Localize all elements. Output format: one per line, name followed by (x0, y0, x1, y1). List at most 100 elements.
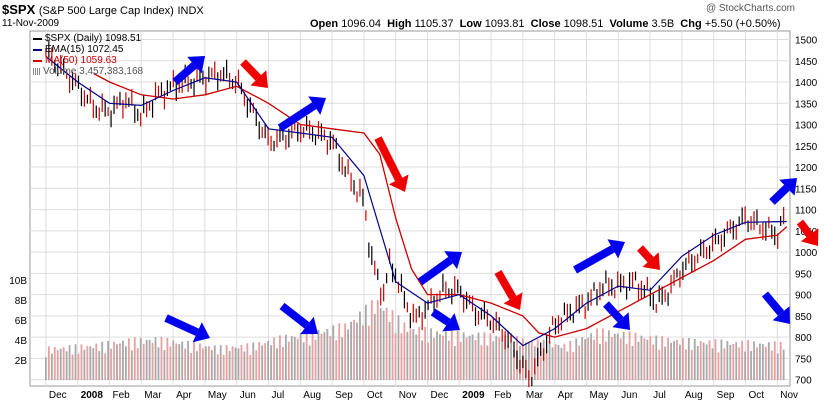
volume-bar (240, 344, 243, 380)
volume-bar (299, 332, 302, 380)
volume-bar (439, 334, 441, 380)
chart-header: $SPX (S&P 500 Large Cap Index) INDX @ St… (0, 0, 825, 30)
volume-bar (477, 332, 480, 380)
volume-bar (347, 329, 350, 380)
volume-bar (320, 333, 323, 380)
volume-bar (782, 349, 785, 380)
volume-bar (723, 348, 726, 380)
volume-bar (323, 332, 326, 380)
annotation-arrow-head (772, 306, 790, 324)
x-tick-label: Mar (144, 390, 162, 401)
annotation-arrow-shaft (769, 184, 790, 205)
volume-bar (104, 353, 107, 380)
volume-bar (184, 348, 187, 380)
annotation-arrow-shaft (172, 62, 198, 86)
volume-bar (693, 338, 696, 380)
volume-bar (613, 333, 616, 380)
volume-bar (551, 347, 554, 380)
x-tick-label: Nov (780, 390, 798, 401)
volume-bar (302, 342, 305, 380)
volume-bar (59, 348, 62, 380)
volume-bar (619, 338, 622, 380)
volume-bar (545, 350, 548, 380)
volume-bar (379, 308, 382, 380)
volume-bar (267, 340, 270, 380)
volume-bar (127, 338, 130, 380)
volume-bar (293, 336, 296, 380)
x-tick-label: Nov (399, 390, 417, 401)
volume-bar (616, 333, 619, 380)
volume-bar (119, 343, 121, 380)
volume-bar (468, 335, 471, 380)
price-tick-label: 1100 (795, 206, 817, 217)
watermark: @ StockCharts.com (705, 3, 795, 14)
volume-bar (720, 339, 723, 380)
annotation-arrow-head (607, 239, 625, 259)
volume-bar (442, 335, 444, 380)
volume-bar (74, 344, 77, 380)
price-tick-label: 950 (795, 269, 812, 280)
price-tick-label: 700 (795, 376, 812, 387)
volume-bar (199, 343, 201, 380)
volume-bar (133, 337, 136, 380)
volume-bar (338, 323, 341, 380)
volume-bar (652, 344, 655, 380)
volume-bar (308, 345, 311, 380)
x-tick-label: Aug (303, 390, 321, 401)
volume-bar (699, 341, 702, 380)
volume-bar (513, 349, 515, 380)
annotation-arrow-shaft (637, 245, 654, 263)
annotation-arrow-shaft (374, 136, 403, 182)
volume-bar (157, 347, 160, 380)
volume-bar (225, 345, 228, 380)
volume-bar (53, 346, 56, 380)
volume-bar (77, 353, 80, 380)
volume-bar (65, 351, 68, 380)
volume-bar (554, 344, 557, 380)
legend-swatch-ma (33, 59, 42, 62)
volume-bar (581, 337, 584, 380)
volume-bar (569, 340, 572, 380)
volume-bar (151, 343, 154, 380)
volume-bar (753, 341, 755, 380)
volume-bar (572, 351, 575, 380)
volume-bar (682, 338, 684, 380)
volume-bar (436, 331, 438, 380)
price-tick-label: 850 (795, 312, 812, 323)
annotation-arrow-head (192, 322, 210, 343)
volume-bar (628, 331, 631, 380)
volume-bar (773, 341, 776, 380)
legend-label-ema: EMA(15) 1072.45 (45, 44, 124, 55)
volume-bar (447, 340, 450, 380)
x-tick-label: Mar (526, 390, 544, 401)
volume-bar (687, 337, 690, 380)
volume-bar (424, 326, 427, 380)
x-tick-label: Feb (494, 390, 512, 401)
volume-bar (679, 344, 681, 380)
volume-bar (717, 352, 720, 380)
annotation-arrow-head (300, 316, 318, 335)
volume-bar (664, 346, 667, 380)
annotation-arrow-shaft (603, 301, 624, 323)
volume-bar (759, 343, 761, 380)
volume-bar (258, 342, 261, 380)
volume-bar (735, 342, 738, 380)
annotation-arrow-shaft (240, 59, 262, 81)
low-value: 1093.81 (484, 18, 525, 30)
x-tick-label: May (208, 390, 227, 401)
legend-item-ema: EMA(15) 1072.45 (33, 44, 143, 55)
volume-bar (136, 348, 139, 380)
volume-bar (643, 338, 646, 380)
volume-bar (231, 346, 234, 380)
chart-legend: $SPX (Daily) 1098.51 EMA(15) 1072.45 MA(… (33, 33, 143, 77)
volume-bar (400, 333, 403, 380)
volume-bar (637, 341, 640, 380)
price-tick-label: 1300 (795, 121, 818, 132)
volume-bar (382, 310, 385, 380)
volume-bar (202, 348, 204, 380)
volume-bar (658, 349, 661, 380)
volume-bar (738, 347, 741, 380)
volume-bar (489, 333, 492, 380)
volume-bar (456, 330, 459, 380)
volume-bar (388, 322, 391, 380)
